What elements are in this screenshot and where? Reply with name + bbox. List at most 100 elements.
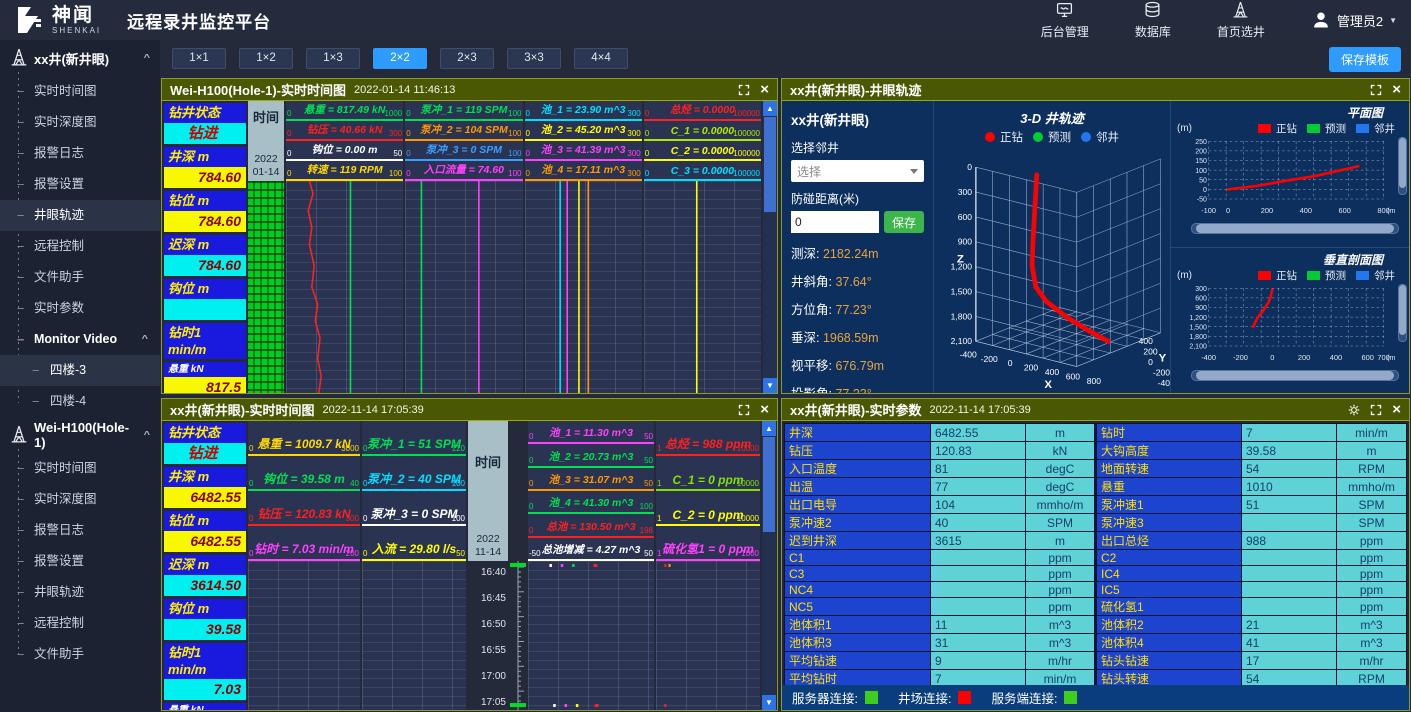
sidebar-item-报警设置[interactable]: 报警设置 (0, 546, 160, 577)
curve-label-row: 0池_2 = 45.20 m^3300 (525, 121, 642, 141)
value-label: 钻时1 min/m (164, 323, 246, 359)
param-value (1242, 598, 1337, 616)
chart-grid (525, 181, 642, 393)
save-button[interactable]: 保存 (884, 211, 924, 233)
neighbor-select[interactable]: 选择 (791, 160, 924, 182)
collapse-caret-icon: ^ (142, 327, 148, 352)
expand-icon[interactable] (1370, 84, 1382, 96)
gear-icon[interactable] (1348, 404, 1360, 416)
expand-icon[interactable] (738, 84, 750, 96)
legend-swatch-icon (1307, 271, 1320, 280)
param-label: 井深 (785, 424, 931, 442)
vertical-scrollbar[interactable]: ▲▼ (763, 101, 777, 393)
legend-dot-icon (1033, 132, 1043, 142)
param-unit: m (1337, 442, 1407, 460)
value-label: 钻井状态 (164, 423, 246, 443)
value-label: 钻位 m (164, 191, 246, 211)
close-icon[interactable]: × (760, 404, 769, 416)
trajectory-2d-plots: 平面图(m)正钻预测邻井250200150100500-50-100020040… (1171, 101, 1409, 393)
well-header-1[interactable]: Wei-H100(Hole-1)^ (0, 417, 160, 453)
param-label: 钻头钻速 (1096, 652, 1242, 670)
user-menu[interactable]: 管理员2 ▼ (1311, 10, 1397, 30)
sidebar-item-远程控制[interactable]: 远程控制 (0, 608, 160, 639)
param-value: 77 (931, 478, 1026, 496)
header-menu-monitor[interactable]: 后台管理 (1041, 1, 1089, 40)
sidebar-item-报警设置[interactable]: 报警设置 (0, 169, 160, 200)
layout-button-1×2[interactable]: 1×2 (239, 48, 293, 69)
sidebar-item-Monitor Video[interactable]: Monitor Video^ (0, 324, 160, 355)
param-unit: ppm (1026, 598, 1096, 616)
value-label: 钻时1 min/m (164, 643, 246, 679)
axis-unit-label: (m) (1177, 123, 1192, 134)
value-label: 悬重 kN (164, 703, 246, 710)
sidebar-item-实时深度图[interactable]: 实时深度图 (0, 484, 160, 515)
time-column: 时间202201-14 (248, 101, 284, 393)
sidebar-item-井眼轨迹[interactable]: 井眼轨迹 (0, 200, 160, 231)
database-icon (1144, 1, 1161, 18)
collapse-caret-icon: ^ (144, 430, 150, 440)
close-icon[interactable]: × (760, 84, 769, 96)
table-row: 泵冲速240SPM泵冲速3SPM (785, 514, 1407, 532)
layout-button-3×3[interactable]: 3×3 (507, 48, 561, 69)
param-value: 6482.55 (931, 424, 1026, 442)
curve-label-row: 0池_4 = 41.30 m^3100 (528, 491, 654, 514)
layout-button-2×2[interactable]: 2×2 (373, 48, 427, 69)
params-table: 井深6482.55m钻时7min/m钻压120.83kN大钩高度39.58m入口… (784, 423, 1407, 706)
horizontal-scrollbar[interactable] (1191, 223, 1399, 234)
distance-input[interactable] (791, 211, 879, 233)
vertical-scrollbar[interactable] (1398, 284, 1407, 342)
sidebar-item-实时参数[interactable]: 实时参数 (0, 293, 160, 324)
param-label: 出口电导 (785, 496, 931, 514)
svg-text:(m: (m (1387, 208, 1395, 215)
layout-button-1×3[interactable]: 1×3 (306, 48, 360, 69)
save-template-button[interactable]: 保存模板 (1329, 47, 1401, 72)
chart-track-2: 0泵冲_1 = 119 SPM1000泵冲_2 = 104 SPM1000泵冲_… (405, 101, 522, 393)
sidebar-item-四楼-3[interactable]: 四楼-3 (0, 355, 160, 386)
svg-text:250: 250 (1195, 139, 1207, 146)
scroll-thumb (764, 117, 776, 212)
svg-text:0: 0 (1008, 358, 1013, 368)
sidebar-item-远程控制[interactable]: 远程控制 (0, 231, 160, 262)
value-block: 钻时1 min/m7.03 (164, 643, 246, 700)
svg-text:2,100: 2,100 (1189, 343, 1207, 350)
sidebar-item-实时时间图[interactable]: 实时时间图 (0, 453, 160, 484)
vertical-scrollbar[interactable] (1398, 137, 1407, 195)
vertical-scrollbar[interactable]: ▲▼ (762, 421, 776, 710)
param-value: 1010 (1242, 478, 1337, 496)
param-label: 硫化氢1 (1096, 598, 1242, 616)
sidebar-item-四楼-4[interactable]: 四楼-4 (0, 386, 160, 417)
value-block: 悬重 kN (164, 703, 246, 710)
close-icon[interactable]: × (1392, 84, 1401, 96)
layout-button-4×4[interactable]: 4×4 (574, 48, 628, 69)
user-name: 管理员2 (1337, 11, 1383, 30)
well-header-0[interactable]: xx井(新井眼)^ (0, 40, 160, 76)
expand-icon[interactable] (1370, 404, 1382, 416)
param-label: 悬重 (1096, 478, 1242, 496)
curve-label-row: 0泵冲_1 = 51 SPM120 (362, 421, 466, 456)
param-unit: ppm (1026, 582, 1096, 598)
legend-item: 正钻 (1258, 268, 1297, 283)
svg-text:1,500: 1,500 (1189, 324, 1207, 331)
horizontal-scrollbar[interactable] (1191, 370, 1399, 381)
sidebar-item-报警日志[interactable]: 报警日志 (0, 138, 160, 169)
sidebar-item-实时时间图[interactable]: 实时时间图 (0, 76, 160, 107)
param-value (1242, 550, 1337, 566)
scroll-down-icon: ▼ (762, 695, 776, 710)
layout-button-1×1[interactable]: 1×1 (172, 48, 226, 69)
close-icon[interactable]: × (1392, 404, 1401, 416)
time-tick-label: 17:05 (481, 697, 506, 708)
header-menu-derrick[interactable]: 首页选井 (1217, 1, 1265, 40)
header-menu-label: 首页选井 (1217, 23, 1265, 40)
header-menu-database[interactable]: 数据库 (1135, 1, 1171, 40)
curve-labels: 0悬重 = 1009.7 kN30000钩位 = 39.58 m400钻压 = … (248, 421, 360, 561)
logo-cn: 神闻 (52, 6, 101, 25)
time-tick-label: 16:40 (481, 567, 506, 578)
sidebar-item-实时深度图[interactable]: 实时深度图 (0, 107, 160, 138)
layout-button-2×3[interactable]: 2×3 (440, 48, 494, 69)
sidebar-item-井眼轨迹[interactable]: 井眼轨迹 (0, 577, 160, 608)
sidebar-item-文件助手[interactable]: 文件助手 (0, 639, 160, 670)
table-row: 出口电导104mmho/m泵冲速151SPM (785, 496, 1407, 514)
expand-icon[interactable] (738, 404, 750, 416)
sidebar-item-文件助手[interactable]: 文件助手 (0, 262, 160, 293)
sidebar-item-报警日志[interactable]: 报警日志 (0, 515, 160, 546)
